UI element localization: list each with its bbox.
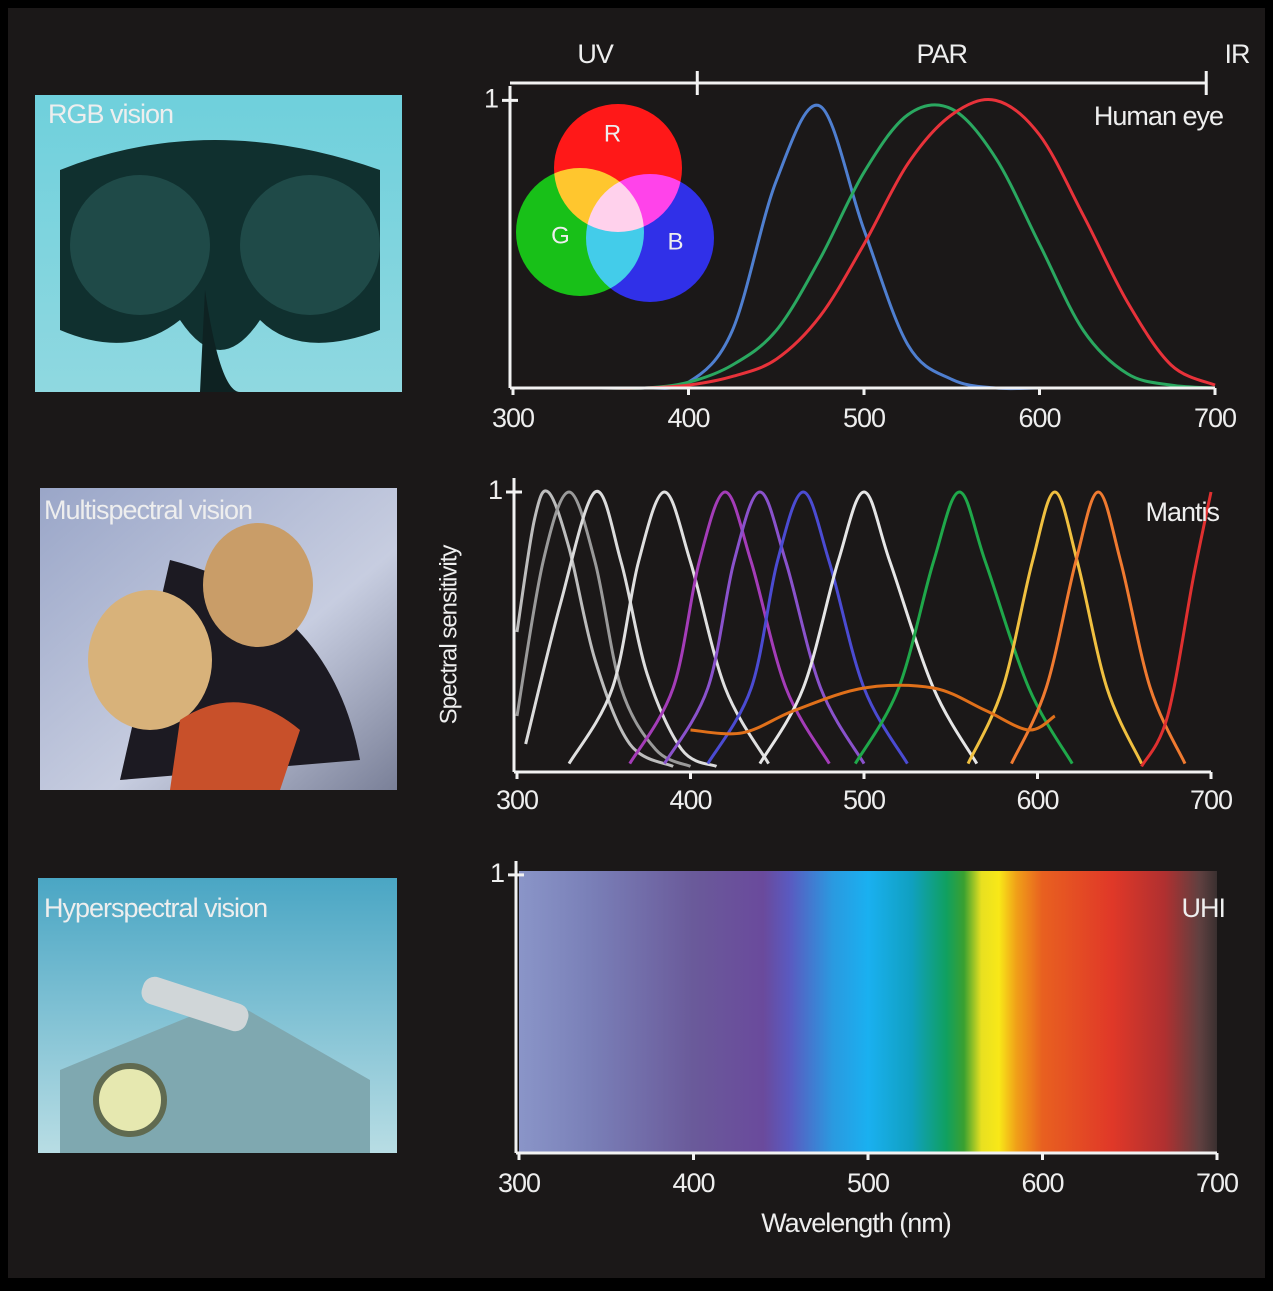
panel-title: UHI — [1182, 893, 1226, 923]
x-tick-label: 500 — [843, 785, 885, 815]
x-tick-label: 600 — [1016, 785, 1058, 815]
y-tick-label: 1 — [484, 84, 498, 114]
figure: RGB vision Multispectral vision Hyperspect… — [0, 0, 1273, 1286]
x-tick-label: 700 — [1194, 403, 1236, 433]
y-tick-label: 1 — [490, 858, 504, 888]
x-tick-label: 700 — [1190, 785, 1232, 815]
panel-title: Human eye — [1094, 101, 1223, 131]
x-tick-label: 600 — [1021, 1168, 1063, 1198]
x-tick-label: 400 — [672, 1168, 714, 1198]
band-label: UV — [577, 39, 613, 69]
panel-title: Mantis — [1145, 497, 1219, 527]
venn-label: R — [604, 120, 621, 147]
x-tick-label: 400 — [667, 403, 709, 433]
x-tick-label: 400 — [669, 785, 711, 815]
photo-label: Multispectral vision — [44, 495, 252, 525]
photo-multispectral — [40, 488, 397, 790]
venn-label: B — [667, 228, 682, 255]
x-tick-label: 300 — [498, 1168, 540, 1198]
venn-label: G — [551, 222, 569, 249]
photo-label: RGB vision — [48, 99, 173, 129]
band-label: IR — [1225, 39, 1251, 69]
x-tick-label: 700 — [1196, 1168, 1238, 1198]
photo-label: Hyperspectral vision — [44, 893, 267, 923]
x-tick-label: 500 — [847, 1168, 889, 1198]
photo-rgb — [35, 95, 402, 392]
spectrum-band — [519, 871, 1217, 1153]
x-tick-label: 600 — [1018, 403, 1060, 433]
y-tick-label: 1 — [488, 475, 502, 505]
x-axis-label: Wavelength (nm) — [761, 1208, 951, 1238]
band-label: PAR — [916, 39, 967, 69]
y-axis-label: Spectral sensitivity — [435, 545, 462, 725]
x-tick-label: 500 — [843, 403, 885, 433]
x-tick-label: 300 — [496, 785, 538, 815]
x-tick-label: 300 — [492, 403, 534, 433]
